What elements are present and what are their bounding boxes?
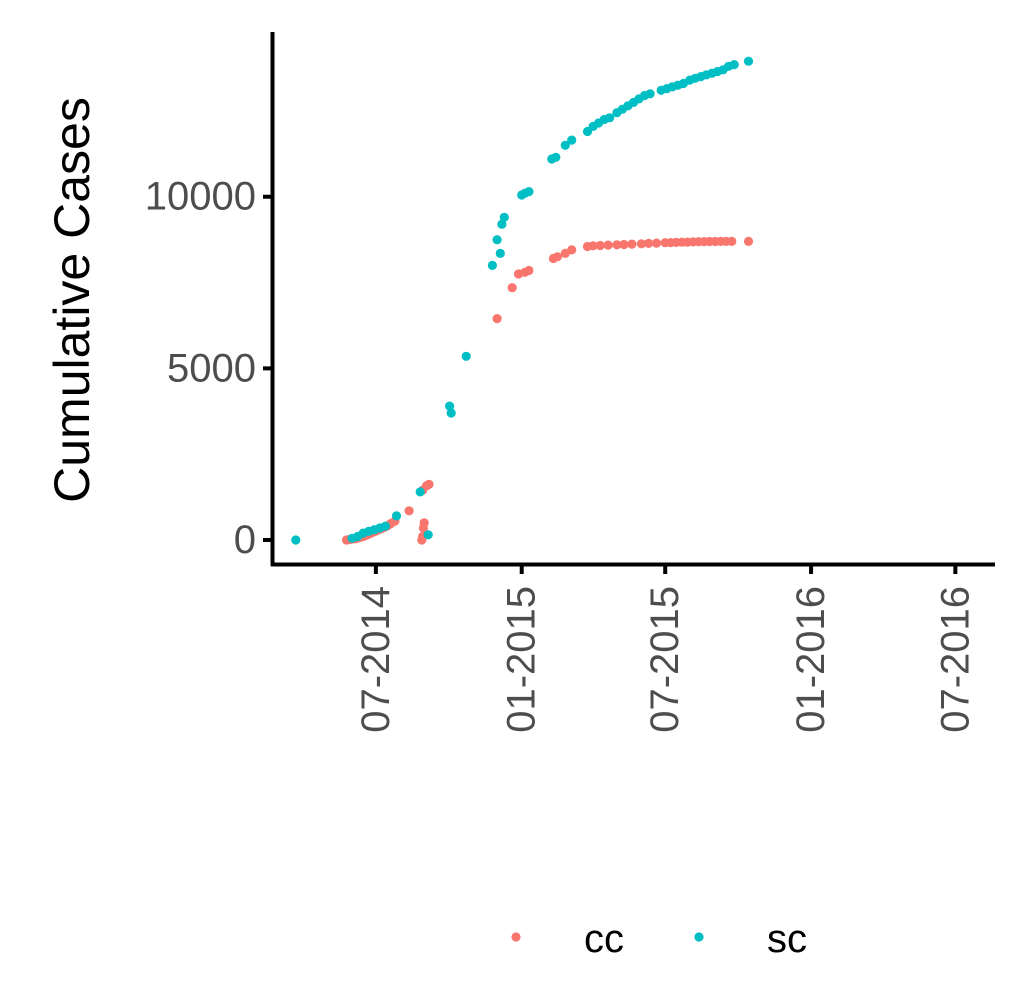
point-cc-41 (619, 239, 629, 250)
point-cc-26 (424, 479, 434, 489)
point-sc-30 (605, 113, 615, 123)
point-cc-23 (419, 518, 429, 528)
x-tick-label: 07-2015 (643, 586, 687, 733)
point-cc-28 (507, 283, 517, 293)
x-tick-label: 01-2015 (500, 586, 544, 733)
legend-item-cc: cc (511, 917, 624, 961)
point-cc-38 (595, 240, 605, 251)
point-sc-8 (391, 511, 402, 521)
legend-item-sc: sc (694, 917, 807, 961)
point-sc-17 (497, 219, 507, 229)
point-cc-43 (636, 239, 647, 249)
point-cc-42 (627, 239, 637, 249)
legend-label-cc: cc (584, 917, 624, 961)
y-tick-label: 5000 (167, 346, 256, 390)
x-tick-label: 01-2016 (789, 586, 833, 733)
x-tick-label: 07-2014 (354, 586, 398, 733)
point-cc-45 (651, 238, 662, 248)
legend-label-sc: sc (767, 917, 807, 961)
point-cc-59 (743, 236, 754, 246)
legend-key-cc (511, 932, 521, 942)
x-axis-ticks: 07-2014 01-2015 07-2015 01-2016 07-2016 (354, 564, 977, 733)
point-cc-39 (603, 240, 613, 250)
point-sc-18 (499, 212, 509, 222)
y-axis-title: Cumulative Cases (44, 97, 100, 503)
point-cc-58 (727, 236, 737, 246)
point-cc-31 (524, 265, 534, 276)
point-cc-40 (612, 240, 622, 250)
point-sc-16 (495, 248, 505, 258)
legend: cc sc (511, 917, 807, 961)
point-sc-14 (487, 260, 497, 270)
point-cc-37 (588, 241, 598, 251)
x-tick-label: 07-2016 (933, 586, 977, 733)
point-sc-11 (445, 401, 455, 411)
point-sc-24 (560, 140, 570, 150)
point-cc-27 (492, 314, 502, 324)
y-tick-label: 0 (234, 518, 256, 562)
point-sc-21 (524, 187, 534, 197)
point-cc-44 (644, 238, 654, 248)
points-layer (291, 56, 754, 545)
point-sc-25 (567, 135, 577, 145)
point-sc-9 (415, 487, 425, 497)
point-sc-7 (380, 521, 390, 531)
point-sc-10 (423, 530, 433, 540)
point-cc-19 (404, 506, 414, 516)
point-sc-13 (461, 351, 471, 361)
point-cc-33 (552, 252, 563, 262)
point-sc-52 (743, 56, 754, 66)
point-sc-37 (645, 89, 655, 99)
point-sc-51 (729, 60, 739, 70)
point-sc-0 (291, 535, 301, 545)
point-sc-12 (446, 408, 456, 418)
y-axis-ticks: 0 5000 10000 (145, 175, 272, 562)
point-sc-15 (492, 235, 502, 245)
point-cc-35 (567, 245, 577, 255)
point-sc-23 (551, 152, 561, 162)
legend-key-sc (694, 932, 704, 942)
y-tick-label: 10000 (145, 175, 256, 219)
